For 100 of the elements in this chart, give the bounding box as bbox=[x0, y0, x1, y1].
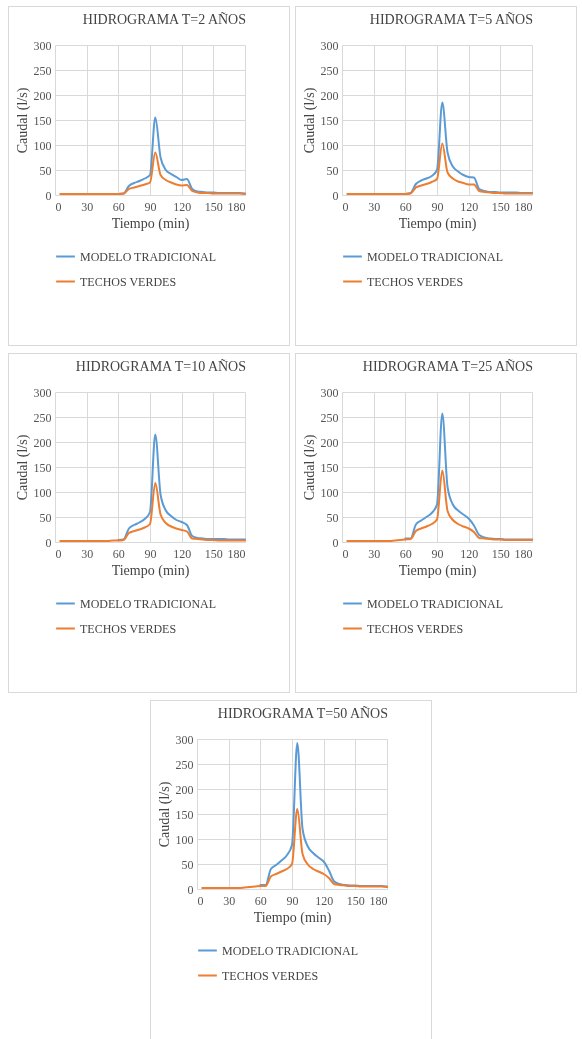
x-tick-label: 120 bbox=[460, 199, 479, 214]
line-series bbox=[59, 151, 246, 195]
chart-title: HIDROGRAMA T=5 AÑOS bbox=[369, 12, 533, 27]
y-tick-label: 150 bbox=[320, 113, 339, 128]
legend-label: MODELO TRADICIONAL bbox=[367, 596, 504, 611]
y-tick-label: 300 bbox=[320, 385, 339, 400]
x-tick-label: 60 bbox=[399, 546, 412, 561]
x-tick-label: 90 bbox=[431, 546, 444, 561]
y-tick-label: 0 bbox=[45, 535, 52, 550]
x-tick-label: 0 bbox=[55, 199, 62, 214]
x-tick-label: 180 bbox=[227, 546, 246, 561]
line-series bbox=[346, 142, 533, 195]
y-tick-label: 200 bbox=[175, 782, 194, 797]
x-tick-label: 120 bbox=[173, 546, 192, 561]
y-tick-label: 150 bbox=[175, 807, 194, 822]
y-tick-label: 50 bbox=[326, 163, 339, 178]
legend-label: TECHOS VERDES bbox=[80, 621, 177, 636]
x-tick-label: 120 bbox=[315, 893, 334, 908]
x-tick-label: 60 bbox=[399, 199, 412, 214]
y-tick-label: 100 bbox=[33, 485, 52, 500]
x-tick-label: 60 bbox=[254, 893, 267, 908]
legend-label: MODELO TRADICIONAL bbox=[367, 249, 504, 264]
y-tick-label: 300 bbox=[33, 38, 52, 53]
y-tick-label: 300 bbox=[33, 385, 52, 400]
x-tick-label: 30 bbox=[223, 893, 236, 908]
x-tick-label: 180 bbox=[227, 199, 246, 214]
y-tick-label: 250 bbox=[175, 757, 194, 772]
y-tick-label: 0 bbox=[332, 535, 339, 550]
x-axis-title: Tiempo (min) bbox=[398, 562, 477, 579]
y-tick-label: 100 bbox=[175, 832, 194, 847]
x-tick-label: 30 bbox=[368, 199, 381, 214]
x-tick-label: 90 bbox=[144, 546, 157, 561]
x-tick-label: 90 bbox=[286, 893, 299, 908]
x-tick-label: 120 bbox=[460, 546, 479, 561]
x-tick-label: 150 bbox=[491, 546, 510, 561]
y-tick-label: 50 bbox=[39, 163, 52, 178]
x-tick-label: 30 bbox=[81, 546, 94, 561]
x-axis-title: Tiempo (min) bbox=[111, 215, 190, 232]
legend-label: TECHOS VERDES bbox=[222, 968, 319, 983]
x-tick-label: 150 bbox=[491, 199, 510, 214]
y-tick-label: 250 bbox=[320, 410, 339, 425]
x-tick-label: 150 bbox=[204, 199, 223, 214]
x-tick-label: 0 bbox=[342, 199, 349, 214]
y-tick-label: 0 bbox=[332, 188, 339, 203]
legend-label: MODELO TRADICIONAL bbox=[80, 596, 217, 611]
x-axis-title: Tiempo (min) bbox=[398, 215, 477, 232]
y-tick-label: 200 bbox=[33, 435, 52, 450]
y-axis-title: Caudal (l/s) bbox=[156, 781, 173, 848]
line-series bbox=[346, 469, 533, 542]
chart-title: HIDROGRAMA T=25 AÑOS bbox=[362, 359, 533, 374]
x-tick-label: 90 bbox=[144, 199, 157, 214]
y-tick-label: 200 bbox=[320, 88, 339, 103]
line-series bbox=[117, 433, 246, 541]
y-axis-title: Caudal (l/s) bbox=[14, 87, 31, 154]
y-tick-label: 50 bbox=[181, 857, 194, 872]
y-tick-label: 100 bbox=[320, 485, 339, 500]
x-tick-label: 60 bbox=[112, 199, 125, 214]
y-tick-label: 200 bbox=[320, 435, 339, 450]
x-tick-label: 60 bbox=[112, 546, 125, 561]
x-tick-label: 150 bbox=[204, 546, 223, 561]
chart-title: HIDROGRAMA T=50 AÑOS bbox=[217, 706, 388, 721]
chart-title: HIDROGRAMA T=10 AÑOS bbox=[75, 359, 246, 374]
y-tick-label: 250 bbox=[320, 63, 339, 78]
y-axis-title: Caudal (l/s) bbox=[301, 87, 318, 154]
x-tick-label: 0 bbox=[55, 546, 62, 561]
y-tick-label: 300 bbox=[320, 38, 339, 53]
y-tick-label: 200 bbox=[33, 88, 52, 103]
y-tick-label: 100 bbox=[33, 138, 52, 153]
x-tick-label: 180 bbox=[514, 546, 533, 561]
y-tick-label: 100 bbox=[320, 138, 339, 153]
y-axis-title: Caudal (l/s) bbox=[14, 434, 31, 501]
y-tick-label: 50 bbox=[39, 510, 52, 525]
x-tick-label: 120 bbox=[173, 199, 192, 214]
y-tick-label: 250 bbox=[33, 63, 52, 78]
x-tick-label: 180 bbox=[514, 199, 533, 214]
y-tick-label: 150 bbox=[33, 460, 52, 475]
x-axis-title: Tiempo (min) bbox=[111, 562, 190, 579]
y-tick-label: 250 bbox=[33, 410, 52, 425]
chart-title: HIDROGRAMA T=2 AÑOS bbox=[82, 12, 246, 27]
x-tick-label: 180 bbox=[369, 893, 388, 908]
x-tick-label: 0 bbox=[197, 893, 204, 908]
legend-label: MODELO TRADICIONAL bbox=[222, 943, 359, 958]
line-series bbox=[59, 482, 246, 542]
x-axis-title: Tiempo (min) bbox=[253, 909, 332, 926]
x-tick-label: 30 bbox=[81, 199, 94, 214]
legend-label: TECHOS VERDES bbox=[367, 274, 464, 289]
y-tick-label: 150 bbox=[320, 460, 339, 475]
x-tick-label: 90 bbox=[431, 199, 444, 214]
legend-label: TECHOS VERDES bbox=[80, 274, 177, 289]
x-tick-label: 150 bbox=[346, 893, 365, 908]
legend-label: MODELO TRADICIONAL bbox=[80, 249, 217, 264]
y-axis-title: Caudal (l/s) bbox=[301, 434, 318, 501]
y-tick-label: 150 bbox=[33, 113, 52, 128]
y-tick-label: 0 bbox=[45, 188, 52, 203]
x-tick-label: 30 bbox=[368, 546, 381, 561]
x-tick-label: 0 bbox=[342, 546, 349, 561]
y-tick-label: 0 bbox=[187, 882, 194, 897]
line-series bbox=[201, 808, 388, 889]
y-tick-label: 50 bbox=[326, 510, 339, 525]
y-tick-label: 300 bbox=[175, 732, 194, 747]
